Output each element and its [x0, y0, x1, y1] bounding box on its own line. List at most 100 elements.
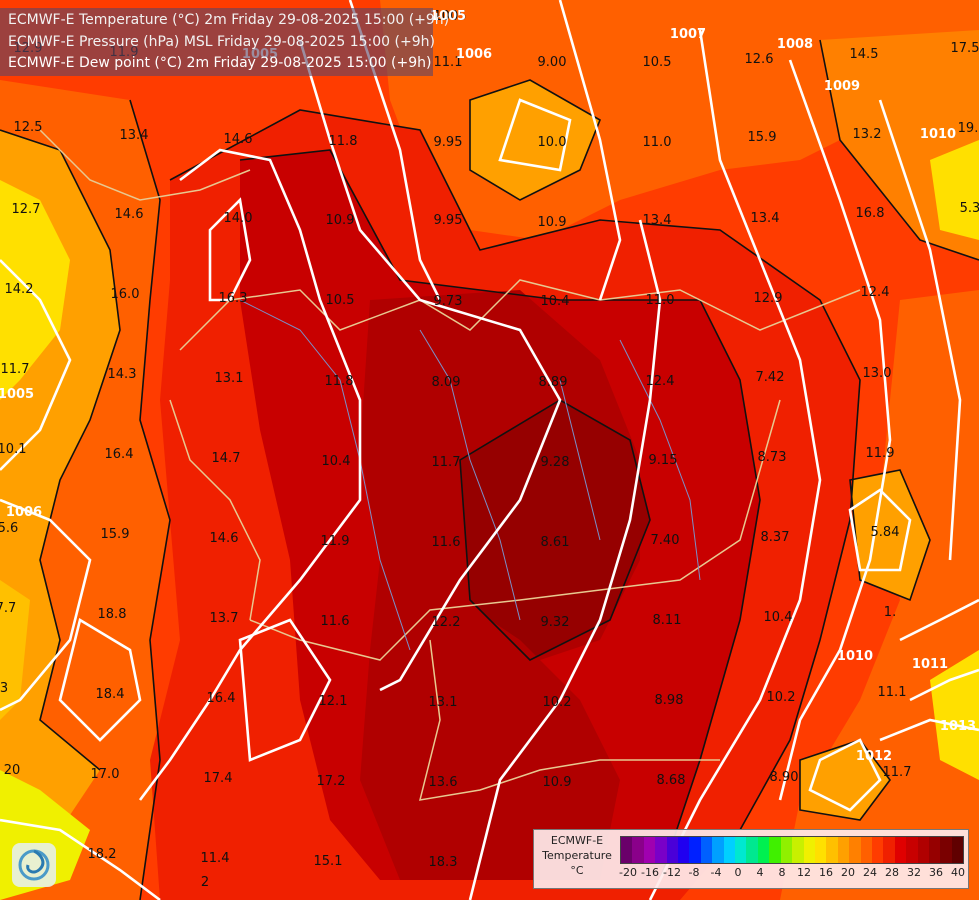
dew-point-label: 17.2: [317, 774, 346, 789]
dew-point-label: 9.15: [649, 453, 678, 468]
legend-tick-label: 24: [863, 866, 877, 879]
temp-zone-north-amber: [470, 80, 600, 200]
dew-point-label: 7.7: [0, 601, 16, 616]
temp-zone-west-yellow2: [0, 580, 30, 720]
legend-tick-label: 0: [734, 866, 742, 879]
isobar-label: 1010: [920, 127, 956, 142]
legend-title-variable: Temperature: [542, 849, 612, 862]
dew-point-label: 8.68: [657, 773, 686, 788]
dew-point-label: 10.4: [322, 454, 351, 469]
dew-point-label: 11.9: [866, 446, 895, 461]
legend-color-swatch: [951, 837, 964, 863]
legend-color-swatch: [803, 837, 815, 863]
dew-point-label: 11.6: [321, 614, 350, 629]
legend-color-swatch: [723, 837, 736, 863]
isobar-label: 1008: [777, 37, 813, 52]
country-borders: [39, 129, 861, 801]
dew-point-label: 11.0: [643, 135, 672, 150]
dew-point-label: 14.6: [115, 207, 144, 222]
dew-point-label: 16.4: [207, 691, 236, 706]
dew-point-label: 15.1: [314, 854, 343, 869]
dew-point-label: 18.8: [98, 607, 127, 622]
dew-point-label: 10.9: [538, 215, 567, 230]
legend-color-swatch: [917, 837, 929, 863]
dew-point-label: 8.09: [432, 375, 461, 390]
isotherm-lines: [0, 39, 979, 900]
legend-tick-label: 40: [951, 866, 965, 879]
dew-point-label: 5.84: [871, 525, 900, 540]
temperature-legend: ECMWF-E Temperature °C -20 -16 -12 -8 -4 0 4 8 1…: [533, 829, 969, 889]
dew-point-label: 11.7: [883, 765, 912, 780]
dewpoint-layer-title[interactable]: ECMWF-E Dew point (°C) 2m Friday 29-08-2…: [8, 55, 432, 71]
dew-point-labels: 11.9 1005 12.9 11.1 9.00 10.5 12.6 14.5 17.5 12.5…: [0, 9, 979, 890]
legend-color-swatch: [712, 837, 724, 863]
weather-logo-icon: [12, 843, 56, 887]
dew-point-label: 7.40: [651, 533, 680, 548]
dew-point-label: 13.4: [643, 213, 672, 228]
dew-point-label: 12.9: [754, 291, 783, 306]
dew-point-label: 11.7: [1, 362, 30, 377]
dew-point-label: 15.9: [748, 130, 777, 145]
pressure-layer-title[interactable]: ECMWF-E Pressure (hPa) MSL Friday 29-08-…: [8, 34, 435, 50]
dew-point-label: 12.1: [319, 694, 348, 709]
dew-point-label: 14.6: [224, 132, 253, 147]
legend-color-swatch: [860, 837, 872, 863]
dew-point-label: 1.: [884, 605, 896, 620]
legend-color-swatch: [757, 837, 770, 863]
legend-tick-label: -4: [710, 866, 722, 879]
legend-color-swatch: [678, 837, 690, 863]
dew-point-label: 8.11: [653, 613, 682, 628]
dew-point-label: 14.3: [108, 367, 137, 382]
dew-point-label: 11.1: [878, 685, 907, 700]
dew-point-label: 13.6: [429, 775, 458, 790]
dew-point-label: 11.6: [432, 535, 461, 550]
dew-point-label: 12.2: [432, 615, 461, 630]
dew-point-label: 5.3: [960, 201, 979, 216]
temp-zone-west-yellow: [0, 180, 70, 400]
isobar-label: 1009: [824, 79, 860, 94]
dew-point-label: 10.9: [326, 213, 355, 228]
isobar-label: 1005: [430, 9, 466, 24]
dew-point-label: 9.32: [541, 615, 570, 630]
legend-color-swatch: [871, 837, 884, 863]
dew-point-label: 9.73: [434, 294, 463, 309]
dew-point-label: 17.4: [204, 771, 233, 786]
legend-tick-label: 20: [841, 866, 855, 879]
dew-point-label: 1005: [433, 9, 466, 24]
temp-zone-core-deep: [460, 400, 650, 660]
isobar-label: 1006: [456, 47, 492, 62]
legend-tick-label: 16: [819, 866, 833, 879]
legend-tick-label: -8: [688, 866, 700, 879]
dew-point-label: 10.1: [0, 442, 26, 457]
dew-point-label: 2: [201, 875, 209, 890]
legend-tick-label: -20: [619, 866, 637, 879]
dew-point-label: 13.2: [853, 127, 882, 142]
dew-point-label: 13.1: [429, 695, 458, 710]
dew-point-label: 15.9: [101, 527, 130, 542]
dew-point-label: 14.2: [5, 282, 34, 297]
dew-point-label: 13.4: [751, 211, 780, 226]
dew-point-label: 8.90: [770, 770, 799, 785]
dew-point-label: 12.7: [12, 202, 41, 217]
legend-color-swatch: [735, 837, 747, 863]
isobar-label: 1010: [837, 649, 873, 664]
legend-tick-labels: -20 -16 -12 -8 -4 0 4 8 12 16 20 24 28 32 36 40: [619, 866, 966, 880]
legend-title-unit: °C: [570, 864, 584, 877]
dew-point-label: 12.5: [14, 120, 43, 135]
temp-zone-east-orange: [780, 290, 979, 900]
legend-tick-label: 36: [929, 866, 943, 879]
dew-point-label: 13.4: [120, 128, 149, 143]
dew-point-label: 17.0: [91, 767, 120, 782]
temperature-layer-title[interactable]: ECMWF-E Temperature (°C) 2m Friday 29-08…: [8, 12, 450, 28]
dew-point-label: 9.95: [434, 213, 463, 228]
isobar-label: 1011: [912, 657, 948, 672]
legend-color-swatch: [655, 837, 667, 863]
legend-tick-label: 32: [907, 866, 921, 879]
legend-color-swatch: [849, 837, 861, 863]
dew-point-label: 7.42: [756, 370, 785, 385]
dew-point-label: 11.1: [434, 55, 463, 70]
dew-point-label: 10.2: [767, 690, 796, 705]
legend-color-swatch: [700, 837, 713, 863]
legend-color-swatch: [792, 837, 804, 863]
legend-color-swatch: [883, 837, 895, 863]
